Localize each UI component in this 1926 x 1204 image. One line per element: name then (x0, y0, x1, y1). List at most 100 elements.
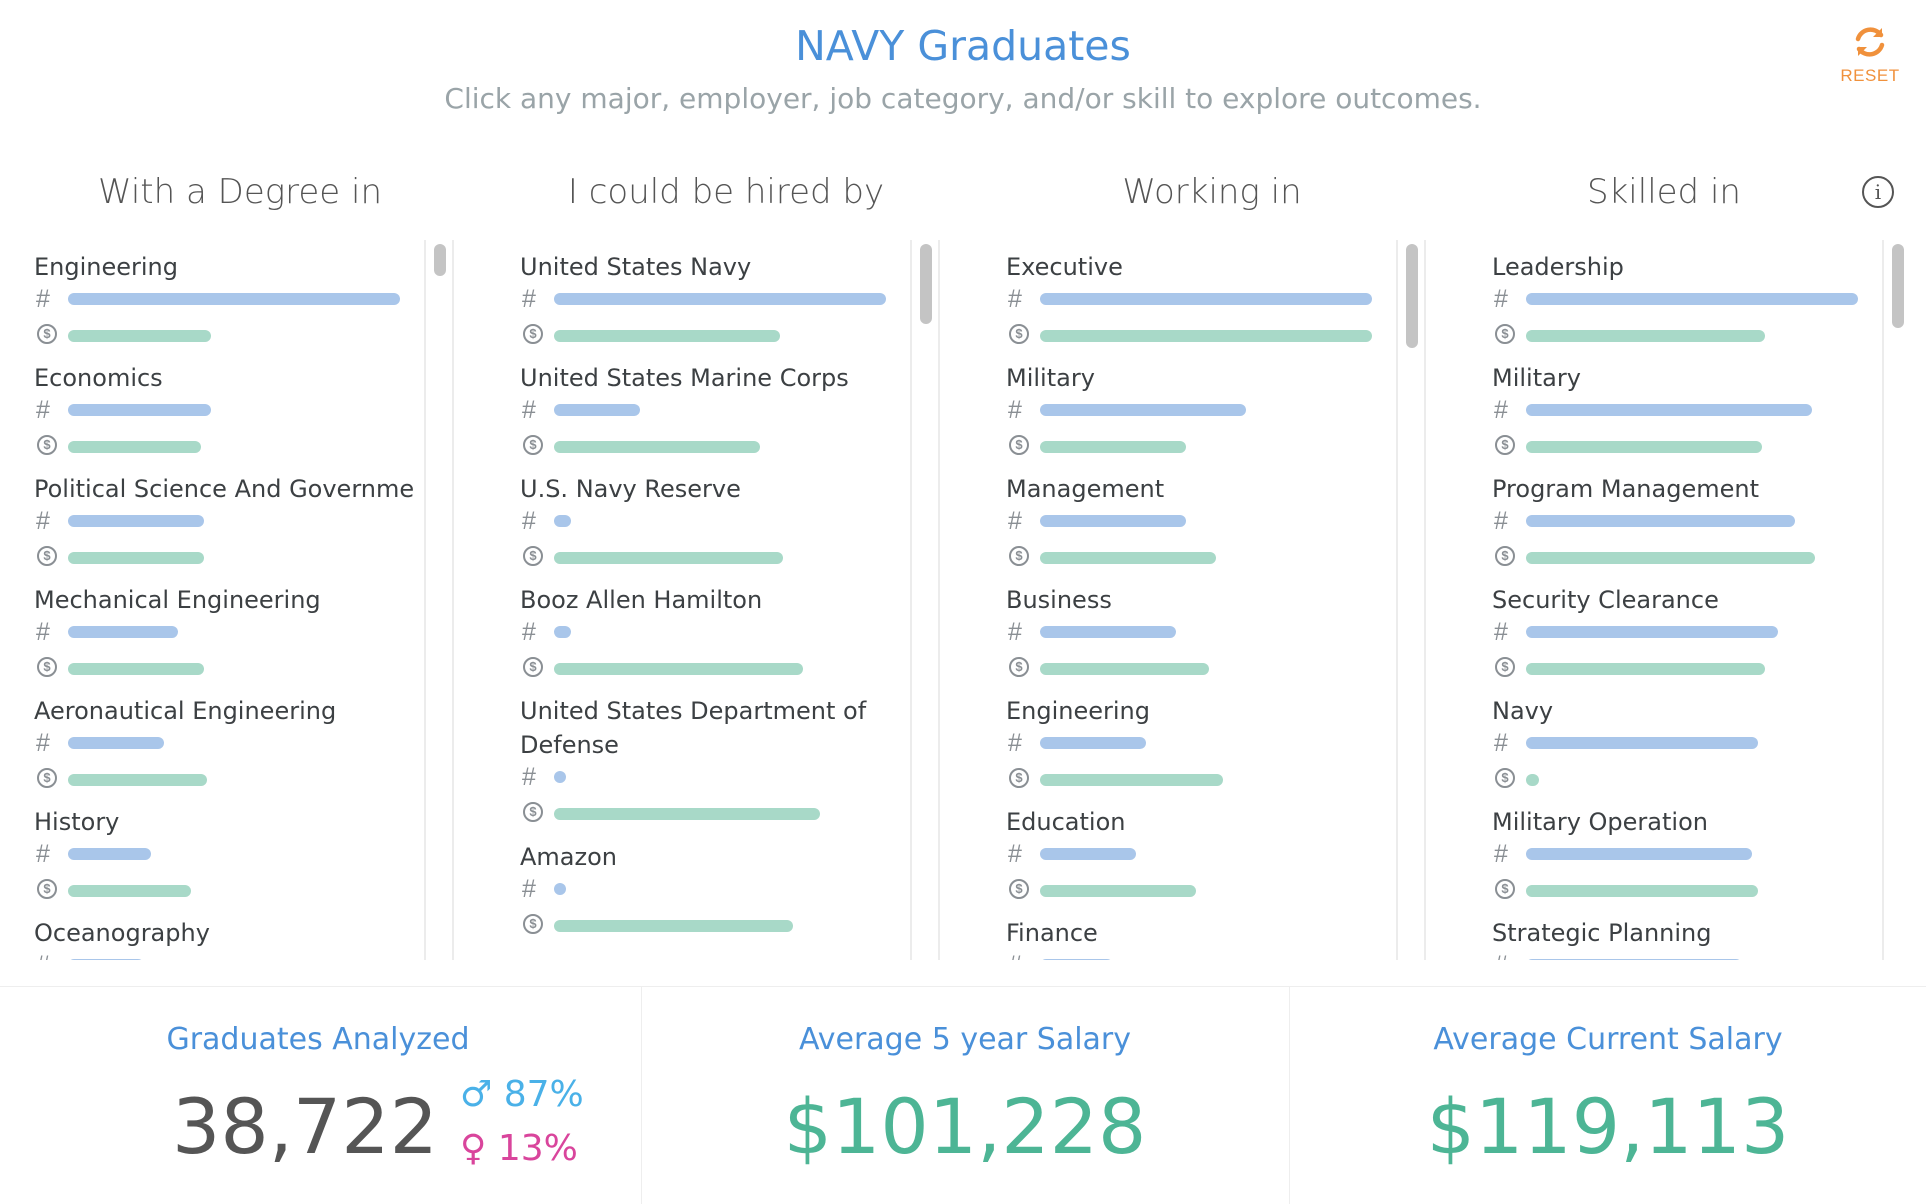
count-row: # (1006, 506, 1386, 538)
salary-row: $ (520, 906, 900, 938)
salary-row: $ (520, 427, 900, 459)
list-item[interactable]: United States Marine Corps # $ (520, 361, 900, 459)
column-title-job-category: Working in (1122, 172, 1302, 212)
dollar-icon: $ (523, 914, 543, 934)
dollar-icon: $ (37, 546, 57, 566)
count-row: # (34, 284, 414, 316)
job-category-list[interactable]: Executive # $ Military # $ Management # $ Busines… (1006, 240, 1386, 960)
female-percent-value: 13% (497, 1128, 578, 1169)
list-item[interactable]: Education # $ (1006, 805, 1386, 903)
job-category-scrollbar[interactable] (1404, 240, 1418, 960)
hash-icon: # (1494, 618, 1508, 646)
count-row: # (1006, 950, 1386, 960)
skill-scrollbar[interactable] (1890, 240, 1904, 960)
item-name: Amazon (520, 843, 617, 871)
dollar-icon: $ (1009, 879, 1029, 899)
degree-scroll-thumb[interactable] (434, 244, 446, 276)
degree-list[interactable]: Engineering # $ Economics # $ Political Scienc… (34, 240, 414, 960)
count-row: # (1006, 395, 1386, 427)
salary-row: $ (34, 871, 414, 903)
list-item[interactable]: Aeronautical Engineering # $ (34, 694, 414, 792)
dollar-icon: $ (37, 435, 57, 455)
employer-scroll-thumb[interactable] (920, 244, 932, 324)
salary-bar (1526, 663, 1766, 675)
count-row: # (1492, 728, 1872, 760)
dollar-icon: $ (37, 879, 57, 899)
list-item[interactable]: Executive # $ (1006, 250, 1386, 348)
average-current-salary-value: $119,113 (1426, 1082, 1790, 1171)
hash-icon: # (1008, 618, 1022, 646)
skill-scroll-thumb[interactable] (1892, 244, 1904, 328)
list-item[interactable]: U.S. Navy Reserve # $ (520, 472, 900, 570)
column-divider (424, 240, 426, 960)
hash-icon: # (36, 729, 50, 757)
list-item[interactable]: Amazon # $ (520, 840, 900, 938)
list-item[interactable]: Security Clearance # $ (1492, 583, 1872, 681)
list-item[interactable]: Political Science And Government # $ (34, 472, 414, 570)
item-name: Booz Allen Hamilton (520, 586, 763, 614)
salary-row: $ (1006, 316, 1386, 348)
list-item[interactable]: Engineering # $ (1006, 694, 1386, 792)
list-item[interactable]: Strategic Planning#$ (1492, 916, 1872, 960)
list-item[interactable]: Navy # $ (1492, 694, 1872, 792)
item-name: History (34, 808, 120, 836)
reset-button[interactable]: RESET (1820, 24, 1920, 86)
count-row: # (1492, 395, 1872, 427)
hash-icon: # (36, 285, 50, 313)
count-bar (68, 848, 151, 860)
salary-bar (1526, 441, 1762, 453)
hash-icon: # (1008, 285, 1022, 313)
list-item[interactable]: Program Management # $ (1492, 472, 1872, 570)
column-divider (910, 240, 912, 960)
hash-icon: # (36, 840, 50, 868)
hash-icon: # (1494, 950, 1508, 960)
hash-icon: # (1494, 840, 1508, 868)
hash-icon: # (1008, 507, 1022, 535)
list-item[interactable]: Finance#$ (1006, 916, 1386, 960)
list-item[interactable]: Leadership # $ (1492, 250, 1872, 348)
job-category-scroll-thumb[interactable] (1406, 244, 1418, 348)
dollar-icon: $ (523, 546, 543, 566)
list-item[interactable]: United States Department of Defense # $ (520, 694, 900, 826)
salary-row: $ (34, 316, 414, 348)
column-title-degree: With a Degree in (97, 172, 383, 212)
stats-divider (0, 986, 1926, 987)
salary-bar (554, 663, 803, 675)
list-item[interactable]: Military # $ (1492, 361, 1872, 459)
count-row: # (1006, 728, 1386, 760)
salary-bar (1526, 774, 1540, 786)
employer-list[interactable]: United States Navy # $ United States Marine… (520, 240, 900, 960)
list-item[interactable]: Booz Allen Hamilton # $ (520, 583, 900, 681)
dollar-icon: $ (1009, 324, 1029, 344)
reset-label: RESET (1840, 66, 1900, 85)
dollar-icon: $ (1009, 546, 1029, 566)
hash-icon: # (1008, 396, 1022, 424)
list-item[interactable]: Business # $ (1006, 583, 1386, 681)
salary-bar (68, 774, 208, 786)
dollar-icon: $ (37, 657, 57, 677)
info-icon[interactable]: i (1862, 176, 1894, 208)
count-row: # (1492, 950, 1872, 960)
list-item[interactable]: History # $ (34, 805, 414, 903)
list-item[interactable]: Economics # $ (34, 361, 414, 459)
list-item[interactable]: Military # $ (1006, 361, 1386, 459)
employer-scrollbar[interactable] (918, 240, 932, 960)
salary-bar (1526, 885, 1759, 897)
count-row: # (520, 874, 900, 906)
list-item[interactable]: Engineering # $ (34, 250, 414, 348)
item-name: Economics (34, 364, 163, 392)
dollar-icon: $ (1495, 768, 1515, 788)
list-item[interactable]: Military Operation # $ (1492, 805, 1872, 903)
list-item[interactable]: Management # $ (1006, 472, 1386, 570)
salary-row: $ (1006, 760, 1386, 792)
skill-list[interactable]: Leadership # $ Military # $ Program Management… (1492, 240, 1872, 960)
degree-scrollbar[interactable] (432, 240, 446, 960)
dollar-icon: $ (523, 802, 543, 822)
list-item[interactable]: United States Navy # $ (520, 250, 900, 348)
hash-icon: # (1008, 950, 1022, 960)
salary-bar (68, 552, 205, 564)
page-title: NAVY Graduates (795, 22, 1131, 70)
item-name: United States Department of Defense (520, 697, 867, 759)
list-item[interactable]: Mechanical Engineering # $ (34, 583, 414, 681)
list-item[interactable]: Oceanography#$ (34, 916, 414, 960)
